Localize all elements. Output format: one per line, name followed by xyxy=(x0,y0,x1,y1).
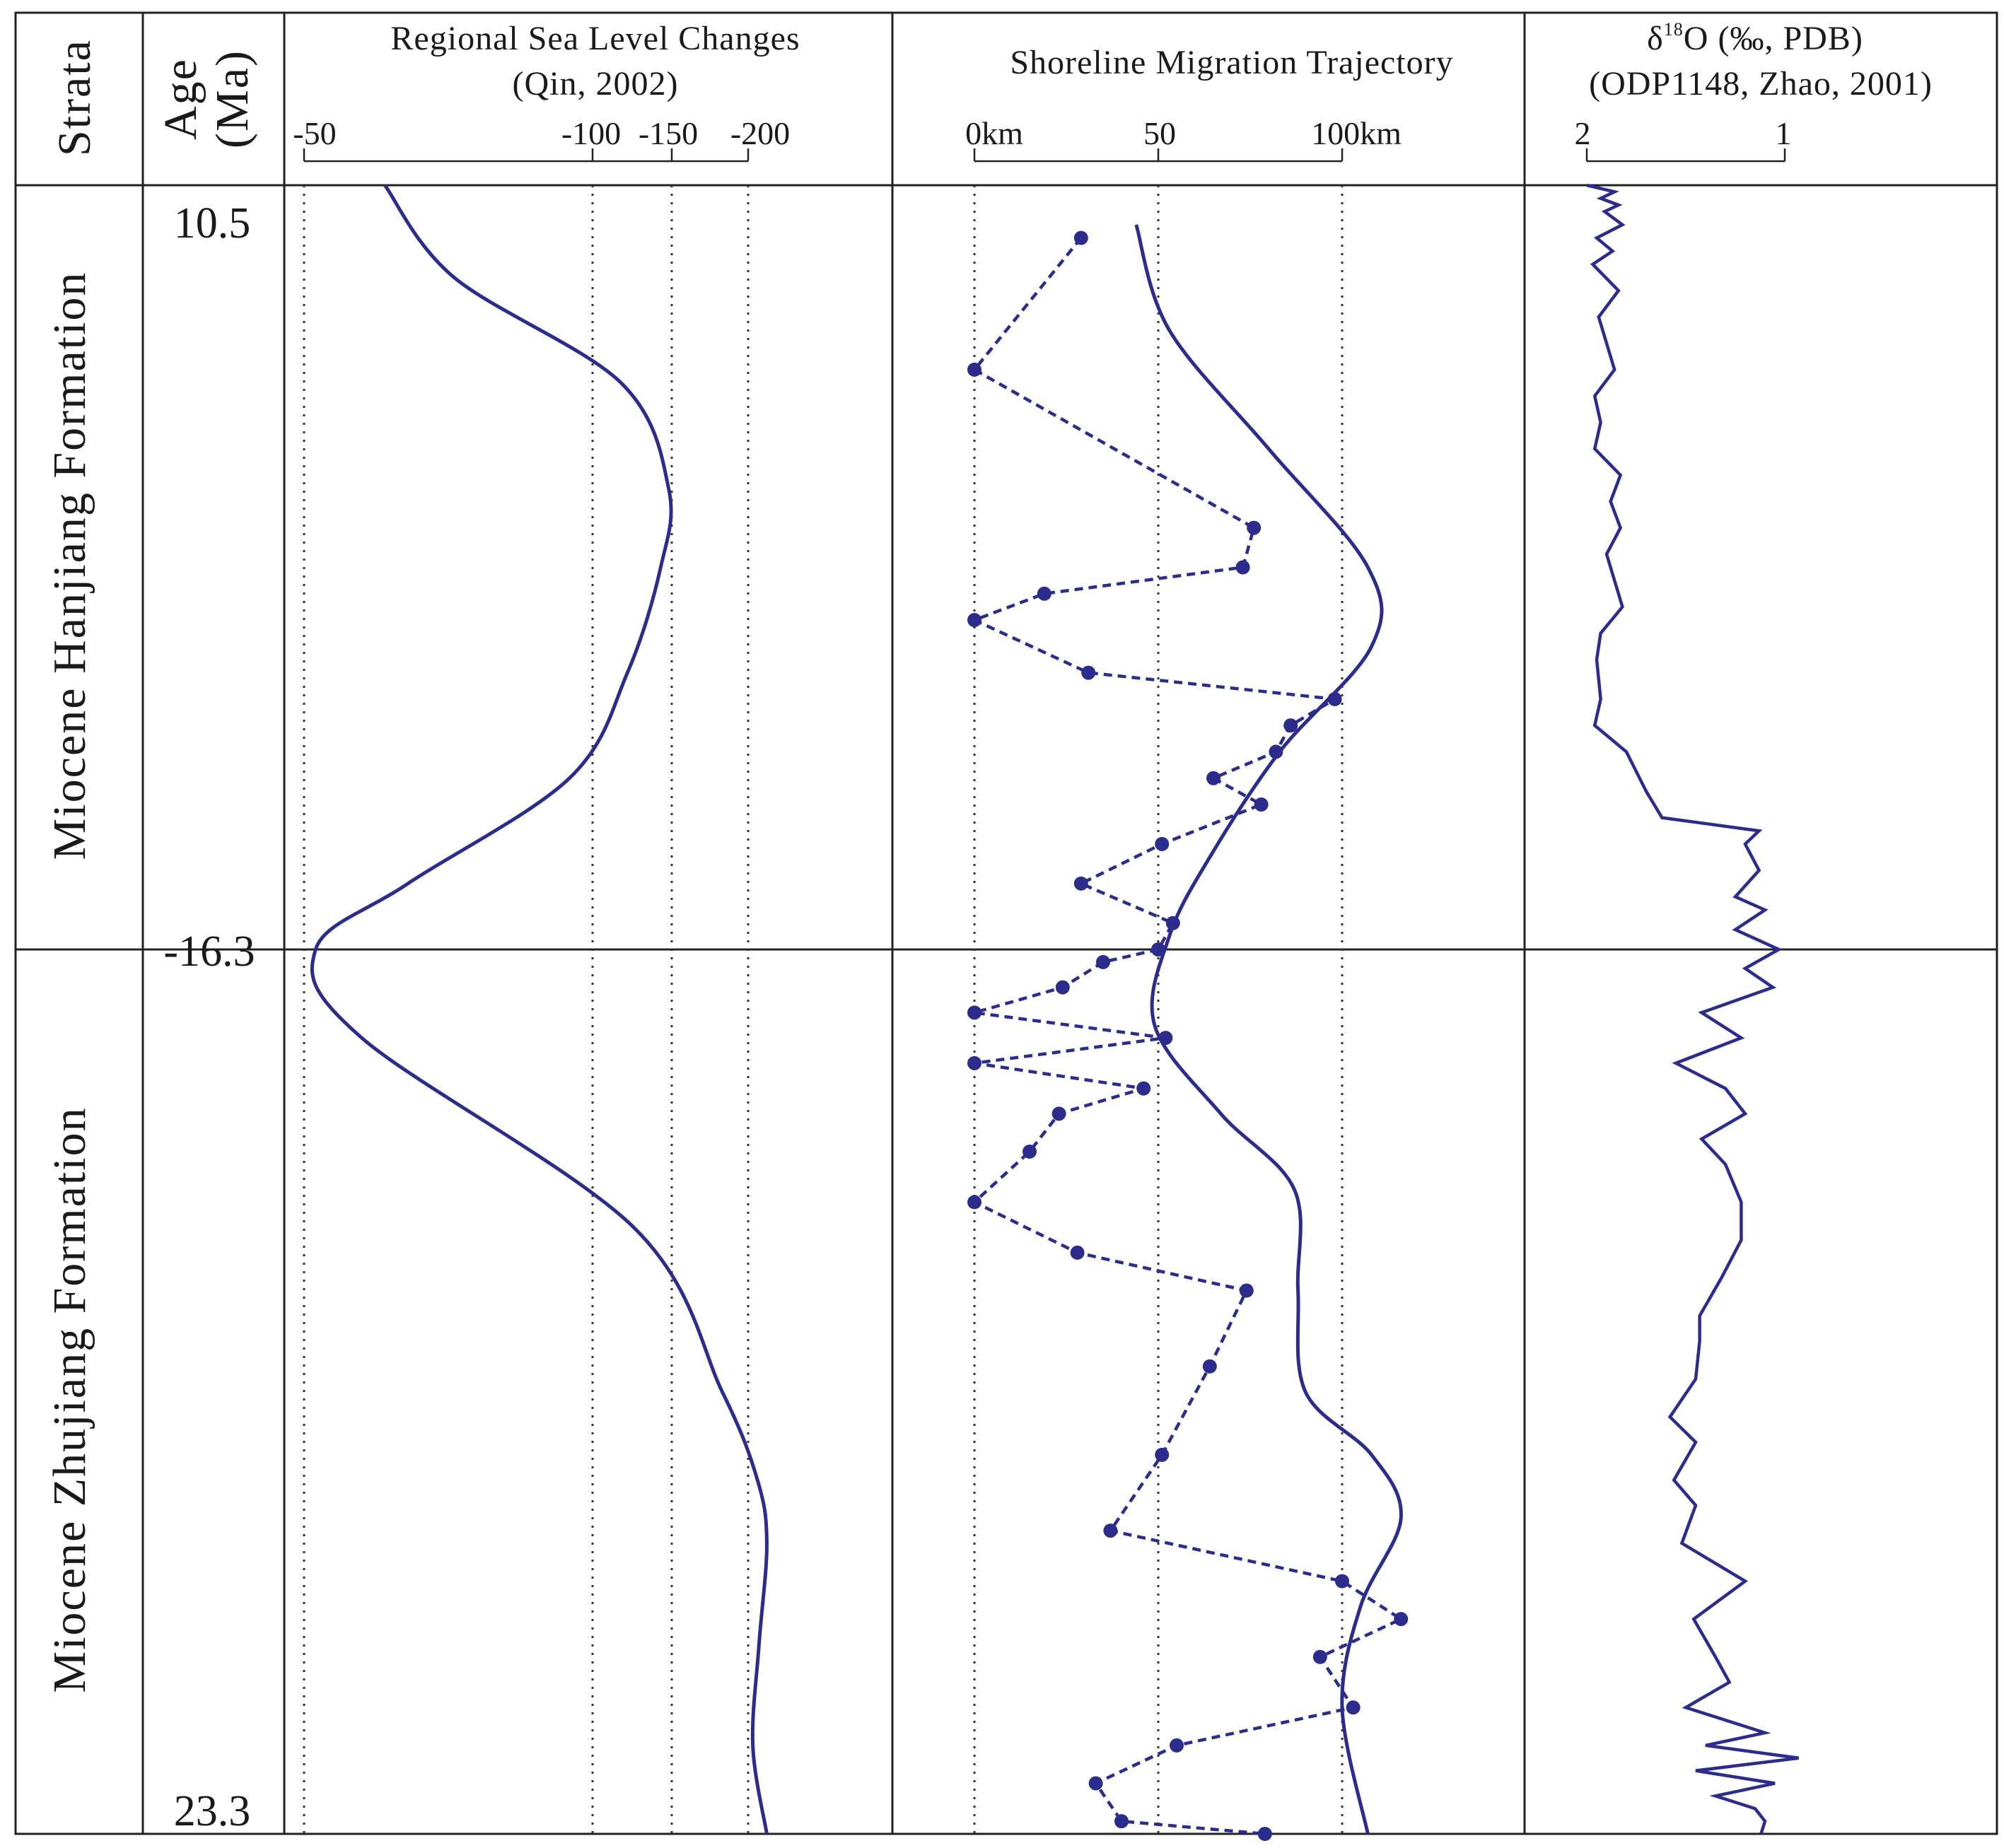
formation-upper-label: Miocene Hanjiang Formation xyxy=(44,271,95,860)
isotope-title-delta: δ xyxy=(1647,20,1664,57)
sea-level-curve xyxy=(310,184,769,1835)
isotope-plot xyxy=(1586,183,1799,1835)
isotope-title-rest: O (‰, PDB) xyxy=(1684,20,1863,57)
shoreline-title: Shoreline Migration Trajectory xyxy=(1010,44,1453,81)
sea-level-axis: -50 -100 -150 -200 xyxy=(293,115,790,1834)
shoreline-point xyxy=(1312,1649,1327,1664)
shoreline-point xyxy=(1114,1814,1129,1829)
shoreline-point xyxy=(1202,1359,1217,1374)
shore-tick-label: 0km xyxy=(965,115,1023,151)
age-label-top: 10.5 xyxy=(174,199,251,247)
sea-level-title: Regional Sea Level Changes xyxy=(390,20,800,57)
shoreline-point xyxy=(1136,1081,1151,1096)
shoreline-point xyxy=(1170,1738,1184,1753)
shoreline-point xyxy=(1254,797,1269,812)
sea-level-citation: (Qin, 2002) xyxy=(513,65,679,103)
shoreline-point xyxy=(967,1005,981,1020)
shoreline-point xyxy=(1165,916,1180,930)
shoreline-point xyxy=(1346,1700,1361,1715)
sea-level-plot xyxy=(310,184,769,1835)
shoreline-point xyxy=(967,1195,981,1210)
sea-tick-label: -200 xyxy=(730,115,790,151)
age-label-boundary: -16.3 xyxy=(163,928,255,976)
shoreline-point xyxy=(1055,980,1070,995)
frame xyxy=(14,11,1998,1835)
sea-tick-label: -150 xyxy=(639,115,698,151)
iso-tick-label: 1 xyxy=(1776,115,1792,151)
shoreline-plot xyxy=(967,224,1409,1841)
shoreline-point xyxy=(967,362,981,377)
shoreline-point xyxy=(1070,1245,1085,1260)
shoreline-smooth-curve xyxy=(1134,224,1403,1835)
shoreline-point xyxy=(1088,1776,1103,1791)
shoreline-point xyxy=(1257,1827,1272,1841)
shoreline-point xyxy=(1096,954,1110,969)
shoreline-point xyxy=(1269,744,1283,759)
shoreline-point xyxy=(1283,718,1298,733)
shoreline-point xyxy=(1073,876,1088,891)
shoreline-point xyxy=(1239,1283,1254,1298)
shoreline-point xyxy=(1103,1524,1118,1538)
shoreline-point xyxy=(1158,1031,1173,1046)
age-header-line1: Age xyxy=(155,58,206,140)
shore-tick-label: 50 xyxy=(1143,115,1176,151)
isotope-curve xyxy=(1586,183,1799,1835)
sea-tick-label: -100 xyxy=(561,115,621,151)
age-header-line2: (Ma) xyxy=(206,49,258,148)
shoreline-point xyxy=(1247,520,1262,535)
age-label-bottom: 23.3 xyxy=(174,1787,251,1835)
shoreline-point xyxy=(967,613,981,628)
outer-border xyxy=(14,11,1998,1835)
isotope-title: δ18O (‰, PDB) xyxy=(1647,19,1863,57)
shoreline-trajectory-line xyxy=(970,237,1404,1836)
isotope-citation: (ODP1148, Zhao, 2001) xyxy=(1589,65,1933,103)
shoreline-point xyxy=(1081,665,1096,680)
shoreline-point xyxy=(1235,560,1250,575)
shoreline-point xyxy=(1394,1612,1409,1627)
isotope-title-superscript: 18 xyxy=(1664,19,1684,40)
shoreline-point xyxy=(967,1055,981,1070)
iso-tick-label: 2 xyxy=(1575,115,1591,151)
formation-lower-label: Miocene Zhujiang Formation xyxy=(44,1106,95,1692)
shoreline-point xyxy=(1335,1574,1349,1589)
shoreline-point xyxy=(1037,586,1051,601)
shoreline-point xyxy=(1155,836,1170,851)
shoreline-point xyxy=(1023,1144,1037,1159)
shoreline-point xyxy=(1151,942,1165,957)
strata-header: Strata xyxy=(49,39,100,156)
sea-tick-label: -50 xyxy=(293,115,336,151)
shoreline-point xyxy=(1155,1447,1170,1462)
shoreline-axis: 0km 50 100km xyxy=(965,115,1402,1834)
shoreline-point xyxy=(1327,691,1342,706)
shore-tick-label: 100km xyxy=(1311,115,1402,151)
shoreline-point xyxy=(1051,1106,1066,1121)
shoreline-point xyxy=(1073,230,1088,245)
shoreline-point xyxy=(1206,771,1221,785)
